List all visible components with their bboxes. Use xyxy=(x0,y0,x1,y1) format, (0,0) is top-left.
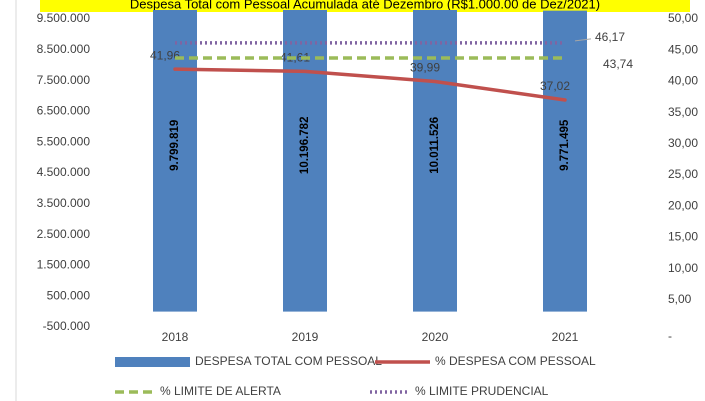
x-tick-label: 2021 xyxy=(552,330,579,344)
bar xyxy=(413,10,457,312)
y-tick-label: 9.500.000 xyxy=(37,11,91,25)
bar xyxy=(543,10,587,312)
y2-tick-label: 20,00 xyxy=(668,198,698,212)
line-value-label: 39,99 xyxy=(410,61,440,75)
x-tick-label: 2019 xyxy=(292,330,319,344)
y-tick-label: 3.500.000 xyxy=(37,196,91,210)
y-tick-label: -500.000 xyxy=(43,319,91,333)
y-tick-label: 6.500.000 xyxy=(37,104,91,118)
y2-tick-label: 25,00 xyxy=(668,167,698,181)
y2-tick-label: 5,00 xyxy=(668,292,692,306)
legend-label: % LIMITE DE ALERTA xyxy=(160,384,281,398)
y-tick-label: 1.500.000 xyxy=(37,258,91,272)
y-tick-label: 7.500.000 xyxy=(37,73,91,87)
bar-value-label: 9.799.819 xyxy=(169,120,181,171)
legend-label: % DESPESA COM PESSOAL xyxy=(435,354,596,368)
y2-tick-label: 30,00 xyxy=(668,136,698,150)
bar xyxy=(153,10,197,312)
y2-tick-label: 35,00 xyxy=(668,105,698,119)
line-value-label: 37,02 xyxy=(540,79,570,93)
y-tick-label: 2.500.000 xyxy=(37,227,91,241)
title-band xyxy=(40,0,690,12)
x-tick-label: 2020 xyxy=(422,330,449,344)
line-value-label: 41,96 xyxy=(150,48,180,62)
bar-value-label: 10.196.782 xyxy=(299,117,311,175)
leader-line xyxy=(574,38,592,42)
y-tick-label: 8.500.000 xyxy=(37,42,91,56)
y-tick-label: 5.500.000 xyxy=(37,134,91,148)
y-tick-label: 500.000 xyxy=(47,288,91,302)
line-value-label: 43,74 xyxy=(603,57,633,71)
y2-tick-label: 50,00 xyxy=(668,11,698,25)
chart-title: Despesa Total com Pessoal Acumulada até … xyxy=(130,0,600,11)
y2-tick-label: - xyxy=(668,329,672,343)
y2-tick-label: 40,00 xyxy=(668,74,698,88)
legend-swatch xyxy=(115,357,190,367)
bar-value-label: 10.011.526 xyxy=(429,117,441,174)
x-tick-label: 2018 xyxy=(162,330,189,344)
legend-label: DESPESA TOTAL COM PESSOAL xyxy=(195,354,382,368)
line-value-label: 46,17 xyxy=(595,30,625,44)
line-solid xyxy=(173,67,567,102)
y-tick-label: 4.500.000 xyxy=(37,165,91,179)
plot-area xyxy=(153,10,587,312)
bar-value-label: 9.771.495 xyxy=(559,119,571,171)
y2-tick-label: 45,00 xyxy=(668,42,698,56)
y2-tick-label: 10,00 xyxy=(668,261,698,275)
bar xyxy=(283,10,327,312)
legend-label: % LIMITE PRUDENCIAL xyxy=(415,384,549,398)
y2-tick-label: 15,00 xyxy=(668,230,698,244)
